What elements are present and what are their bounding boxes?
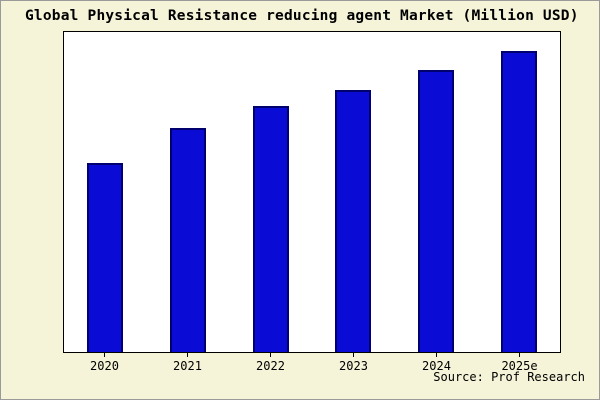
bar-2022 [252, 105, 289, 352]
bar-2020 [87, 163, 124, 352]
x-label-2023: 2023 [339, 359, 368, 373]
x-label-2025e: 2025e [501, 359, 538, 373]
axis-tick [353, 353, 354, 357]
bar-2025e [500, 51, 537, 352]
x-label-slot-2020: 2020 [63, 353, 146, 373]
chart-title: Global Physical Resistance reducing agen… [25, 8, 579, 24]
bar-slot-2025e [477, 32, 560, 352]
x-label-slot-2021: 2021 [146, 353, 229, 373]
bar-slot-2021 [147, 32, 230, 352]
x-label-slot-2022: 2022 [229, 353, 312, 373]
bar-slot-2022 [229, 32, 312, 352]
x-label-slot-2025e: 2025e [478, 353, 561, 373]
bar-slot-2024 [395, 32, 478, 352]
x-axis-labels: 2020 2021 2022 2023 2024 2025e [63, 353, 561, 373]
bar-2023 [335, 89, 372, 352]
axis-tick [187, 353, 188, 357]
x-label-2024: 2024 [422, 359, 451, 373]
bars-container [64, 32, 560, 352]
axis-tick [436, 353, 437, 357]
source-credit: Source: Prof Research [433, 370, 585, 384]
plot-area [63, 31, 561, 353]
axis-tick [270, 353, 271, 357]
bar-2024 [418, 70, 455, 352]
bar-2021 [170, 128, 206, 352]
x-label-2021: 2021 [173, 359, 202, 373]
x-label-slot-2024: 2024 [395, 353, 478, 373]
bar-slot-2023 [312, 32, 395, 352]
x-label-2022: 2022 [256, 359, 285, 373]
axis-tick [104, 353, 105, 357]
x-label-2020: 2020 [90, 359, 119, 373]
axis-tick [519, 353, 520, 357]
x-label-slot-2023: 2023 [312, 353, 395, 373]
bar-slot-2020 [64, 32, 147, 352]
